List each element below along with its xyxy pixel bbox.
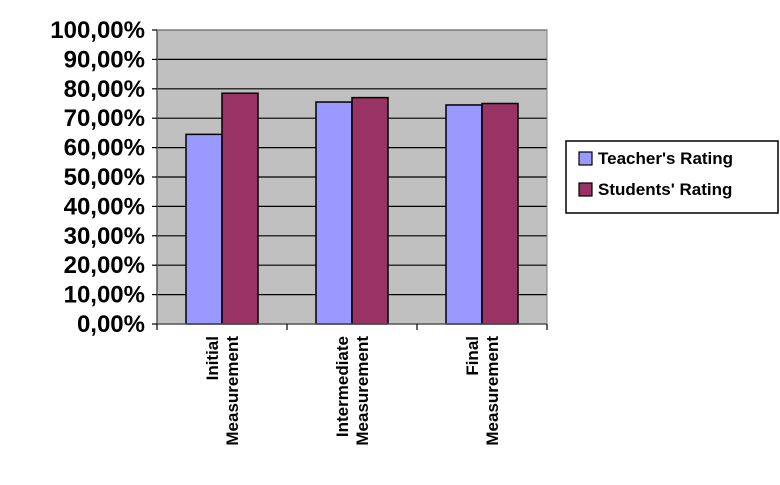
x-tick-label: FinalMeasurement <box>463 336 502 446</box>
bar-students-rating <box>351 96 389 325</box>
bar-teacher-rating <box>185 133 223 325</box>
y-tick-label: 30,00% <box>64 223 145 250</box>
y-tick-label: 0,00% <box>77 311 145 338</box>
y-tick-label: 90,00% <box>64 46 145 73</box>
y-tick-label: 40,00% <box>64 193 145 220</box>
bars <box>185 92 519 325</box>
legend: Teacher's Rating Students' Rating <box>565 140 779 214</box>
bar-students-rating <box>481 102 519 325</box>
legend-swatch <box>578 182 593 197</box>
y-tick-label: 80,00% <box>64 76 145 103</box>
y-tick-label: 20,00% <box>64 252 145 279</box>
bar-teacher-rating <box>315 101 353 325</box>
y-tick-label: 50,00% <box>64 164 145 191</box>
x-tick-label-line: Measurement <box>353 336 372 446</box>
x-tick-label-line: Measurement <box>223 336 242 446</box>
legend-label: Teacher's Rating <box>598 149 733 168</box>
x-tick-label-line: Measurement <box>483 336 502 446</box>
y-tick-label: 10,00% <box>64 282 145 309</box>
legend-box <box>565 140 779 214</box>
x-tick-label-line: Final <box>463 336 482 376</box>
y-tick-label: 70,00% <box>64 105 145 132</box>
y-tick-label: 100,00% <box>50 17 145 44</box>
bar-students-rating <box>221 92 259 325</box>
x-tick-label: InitialMeasurement <box>203 336 242 446</box>
x-axis-ticks: InitialMeasurement IntermediateMeasuremen… <box>156 324 548 446</box>
y-axis-ticks: 0,00%10,00% 20,00%30,00% 40,00%50,00%60,00… <box>50 17 157 338</box>
legend-label: Students' Rating <box>598 180 732 199</box>
x-tick-label-line: Intermediate <box>333 336 352 437</box>
y-tick-label: 60,00% <box>64 135 145 162</box>
legend-swatch <box>578 151 593 166</box>
x-tick-label-line: Initial <box>203 336 222 380</box>
x-tick-label: IntermediateMeasurement <box>333 336 372 446</box>
bar-teacher-rating <box>445 104 483 325</box>
